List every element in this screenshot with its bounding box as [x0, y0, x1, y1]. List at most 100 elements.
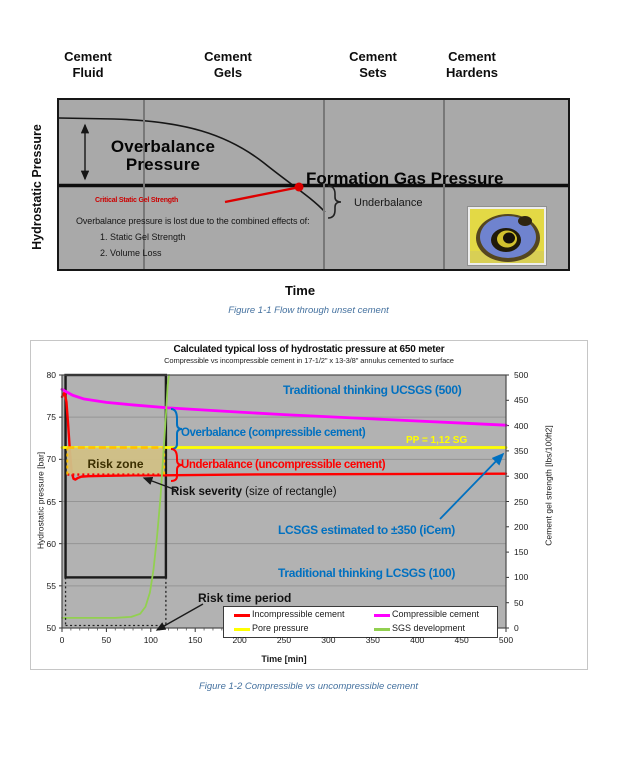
series-sgs-development — [61, 374, 170, 619]
x-tick-label: 350 — [365, 635, 380, 645]
chart-plot — [59, 373, 509, 632]
annotation-underbalance: Underbalance (uncompressible cement) — [181, 459, 386, 471]
legend-label-pore-pressure: Pore pressure — [252, 623, 309, 633]
phase-line1: Cement — [204, 49, 252, 64]
risk-severity-bold: Risk severity — [171, 486, 242, 498]
legend-label-sgs: SGS development — [392, 623, 466, 633]
dark-blob — [518, 216, 532, 226]
overbalance-line2: Pressure — [125, 154, 201, 174]
y-right-tick-label: 500 — [514, 370, 529, 380]
y-right-tick-label: 50 — [514, 597, 524, 608]
annotation-risk-zone: Risk zone — [87, 457, 144, 471]
y-left-tick-label: 80 — [46, 370, 56, 380]
legend-swatch-incompressible — [234, 614, 250, 617]
annotation-ucsgs: Traditional thinking UCSGS (500) — [283, 383, 462, 397]
fig1-x-axis-label: Time — [284, 283, 316, 298]
annotation-trad-lcsgs: Traditional thinking LCSGS (100) — [278, 566, 456, 580]
annotation-risk-time: Risk time period — [198, 591, 292, 605]
y-left-tick-label: 75 — [46, 412, 56, 423]
y-right-tick-label: 450 — [514, 395, 529, 406]
phase-line2: Fluid — [72, 65, 104, 80]
x-tick-label: 50 — [101, 635, 112, 645]
critical-point-dot — [294, 182, 304, 192]
legend-swatch-sgs — [374, 628, 390, 631]
figure1-caption: Figure 1-1 Flow through unset cement — [228, 305, 389, 316]
risk-severity-rest: (size of rectangle) — [241, 486, 337, 498]
x-tick-label: 0 — [59, 635, 65, 645]
y-right-tick-label: 100 — [514, 572, 529, 583]
chart-legend: Incompressible cement Compressible cemen… — [223, 606, 498, 638]
series-compressible-cement — [60, 387, 508, 427]
risk-time-arrow — [155, 603, 204, 631]
y-left-tick-label: 70 — [46, 454, 56, 465]
y-left-tick-label: 50 — [46, 623, 56, 633]
fig1-y-axis-label: Hydrostatic Pressure — [30, 124, 44, 250]
phase-line2: Gels — [213, 65, 243, 80]
csgs-pointer-line — [224, 186, 296, 204]
chart-figure: Calculated typical loss of hydrostatic p… — [30, 340, 588, 670]
x-tick-label: 300 — [321, 635, 336, 645]
y-left-tick-label: 60 — [46, 538, 56, 549]
y-left-tick-label: 55 — [46, 580, 56, 591]
lcsgs-arrow — [439, 452, 505, 520]
chart-y-right-axis-title: Cement gel strength [lbs/100ft2] — [543, 425, 554, 546]
figure2-caption: Figure 1-2 Compressible vs uncompressibl… — [198, 681, 419, 692]
note-item-2: 2. Volume Loss — [100, 248, 162, 258]
y-right-tick-label: 350 — [514, 445, 529, 456]
phase-line1: Cement — [448, 49, 496, 64]
chart-title: Calculated typical loss of hydrostatic p… — [173, 344, 445, 355]
phase-divider — [323, 100, 325, 269]
annotation-overbalance: Overbalance (compressible cement) — [181, 427, 366, 439]
pressure-decline-curve — [58, 117, 326, 213]
risk-severity-arrow — [142, 477, 177, 491]
note-item-1: 1. Static Gel Strength — [100, 232, 186, 242]
overbalance-note: Overbalance pressure is lost due to the … — [76, 216, 310, 226]
underbalance-brace — [170, 448, 183, 482]
legend-swatch-pore-pressure — [234, 628, 250, 631]
chart-x-axis-title: Time [min] — [261, 654, 307, 664]
overbalance-line1: Overbalance — [110, 137, 216, 156]
phase-label-cement-sets: Cement Sets — [316, 49, 430, 81]
legend-label-compressible: Compressible cement — [392, 609, 480, 619]
chart-annotations-layer — [142, 408, 505, 631]
x-tick-label: 400 — [410, 635, 425, 645]
underbalance-label: Underbalance — [354, 197, 423, 209]
x-tick-label: 150 — [188, 635, 203, 645]
annotation-pore-pressure: PP = 1,12 SG — [406, 435, 468, 446]
phase-label-cement-fluid: Cement Fluid — [31, 49, 145, 81]
legend-swatch-compressible — [374, 614, 390, 617]
overbalance-brace — [170, 408, 183, 450]
y-right-tick-label: 0 — [514, 623, 519, 633]
phase-divider — [443, 100, 445, 269]
annotation-lcsgs: LCSGS estimated to ±350 (iCem) — [278, 523, 455, 537]
y-right-tick-label: 150 — [514, 547, 529, 558]
phase-line1: Cement — [349, 49, 397, 64]
y-right-tick-label: 200 — [514, 521, 529, 532]
critical-sgs-label: Critical Static Gel Strength — [95, 197, 179, 204]
x-tick-label: 500 — [498, 635, 514, 645]
phase-line1: Cement — [64, 49, 112, 64]
x-tick-label: 200 — [232, 635, 247, 645]
phase-line2: Hardens — [445, 65, 499, 80]
phase-label-cement-gels: Cement Gels — [171, 49, 285, 81]
y-right-tick-label: 250 — [514, 496, 529, 507]
phase-divider — [143, 100, 145, 269]
chart-subtitle: Compressible vs incompressible cement in… — [164, 356, 454, 365]
y-right-tick-label: 400 — [514, 420, 529, 431]
x-tick-label: 250 — [276, 635, 292, 645]
phase-line2: Sets — [359, 65, 387, 80]
y-left-tick-label: 65 — [46, 496, 56, 507]
x-tick-label: 100 — [143, 635, 158, 645]
formation-gas-pressure-label: Formation Gas Pressure — [306, 169, 504, 188]
x-tick-label: 450 — [454, 635, 469, 645]
phase-label-cement-hardens: Cement Hardens — [415, 49, 529, 81]
overbalance-pressure-label: Overbalance Pressure — [88, 138, 238, 173]
risk-zone-area — [67, 447, 165, 475]
underbalance-brace — [327, 185, 342, 219]
center-hole — [503, 232, 515, 244]
legend-label-incompressible: Incompressible cement — [252, 609, 345, 619]
fig1-diagram-area — [57, 98, 570, 271]
cement-cross-section-photo — [467, 206, 547, 266]
annotation-risk-severity: Risk severity (size of rectangle) — [171, 486, 337, 498]
